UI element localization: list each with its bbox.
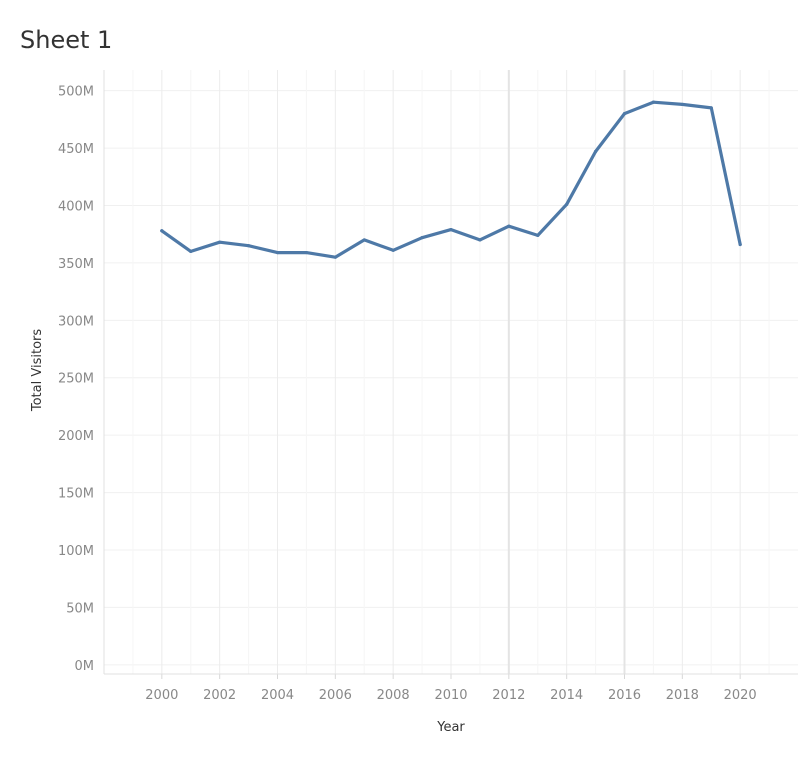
y-axis-ticks: 0M 50M 100M 150M 200M 250M 300M 350M 400M 450M 500… [58, 85, 94, 674]
x-tick-label: 2000 [145, 688, 178, 703]
y-axis-title: Total Visitors [30, 329, 45, 412]
data-point [709, 106, 713, 110]
data-point [507, 224, 511, 228]
data-point [333, 255, 337, 259]
data-point [362, 238, 366, 242]
sheet-title: Sheet 1 [20, 26, 113, 54]
data-point [622, 112, 627, 116]
data-point [536, 233, 540, 237]
data-point [304, 250, 309, 255]
data-point [565, 202, 569, 206]
x-tick-label: 2002 [203, 688, 236, 703]
x-tick-label: 2020 [724, 688, 757, 703]
data-point [218, 240, 222, 244]
y-tick-label: 150M [58, 487, 94, 502]
x-tick-label: 2018 [666, 688, 699, 703]
x-tick-label: 2014 [550, 688, 583, 703]
x-tick-label: 2016 [608, 688, 641, 703]
data-point [275, 250, 280, 255]
y-tick-label: 500M [58, 85, 94, 100]
data-point [189, 249, 193, 254]
x-axis-ticks: 2000 2002 2004 2006 2008 2010 2012 2014 2016 2018… [145, 688, 756, 703]
y-tick-label: 0M [75, 659, 95, 674]
axes [103, 70, 798, 679]
data-point [420, 236, 424, 240]
x-tick-label: 2006 [319, 688, 352, 703]
data-point [593, 149, 598, 154]
data-point [391, 248, 395, 252]
x-tick-label: 2008 [377, 688, 410, 703]
y-tick-label: 400M [58, 199, 94, 214]
data-point [478, 238, 482, 242]
x-axis-title: Year [436, 720, 465, 735]
y-tick-label: 200M [58, 429, 94, 444]
x-tick-label: 2012 [492, 688, 525, 703]
y-tick-label: 100M [58, 544, 94, 559]
y-tick-label: 350M [58, 257, 94, 272]
x-tick-label: 2010 [434, 688, 467, 703]
data-point [680, 102, 684, 107]
grid [104, 70, 798, 674]
series-group [160, 100, 742, 259]
data-point [449, 228, 453, 232]
data-point [246, 244, 251, 248]
y-tick-label: 50M [66, 601, 94, 616]
y-tick-label: 250M [58, 372, 94, 387]
data-point [651, 100, 656, 104]
data-point [160, 229, 164, 233]
y-tick-label: 300M [58, 314, 94, 329]
data-point [738, 242, 742, 247]
x-tick-label: 2004 [261, 688, 294, 703]
y-tick-label: 450M [58, 142, 94, 157]
